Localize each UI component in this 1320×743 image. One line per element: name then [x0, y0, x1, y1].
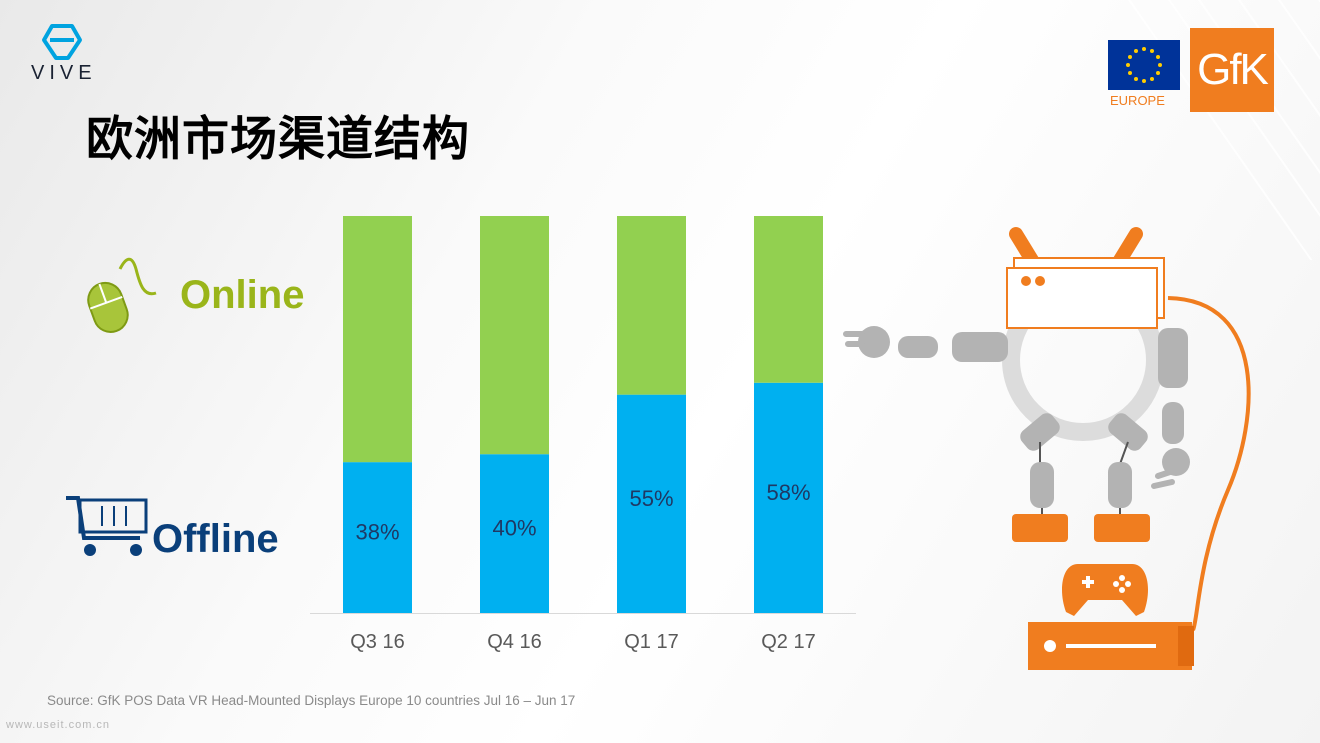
x-tick-label-4: Q2 17: [761, 631, 815, 653]
mouse-icon: [87, 257, 157, 333]
watermark: www.useit.com.cn: [6, 719, 111, 731]
bar-online-3: [617, 216, 686, 395]
data-label-offline-4: 58%: [766, 480, 810, 505]
vive-logo-icon: [42, 24, 82, 60]
data-label-offline-2: 40%: [492, 516, 536, 541]
bar-offline-1: [343, 462, 412, 613]
shopping-cart-icon: [66, 496, 148, 556]
legend-online-label: Online: [180, 273, 305, 317]
bar-offline-3: [617, 394, 686, 613]
bar-online-1: [343, 216, 412, 463]
bar-offline-4: [754, 382, 823, 613]
source-note: Source: GfK POS Data VR Head-Mounted Dis…: [47, 693, 576, 708]
robot-illustration: [843, 227, 1251, 670]
legend-offline-label: Offline: [152, 517, 279, 561]
vive-wordmark: VIVE: [31, 62, 97, 84]
page-title: 欧洲市场渠道结构: [86, 112, 470, 167]
x-tick-label-3: Q1 17: [624, 631, 678, 653]
x-tick-label-2: Q4 16: [487, 631, 541, 653]
eu-flag-icon: [1108, 40, 1180, 90]
gfk-logo: GfK: [1190, 28, 1274, 112]
data-label-offline-3: 55%: [629, 486, 673, 511]
x-tick-label-1: Q3 16: [350, 631, 404, 653]
bar-online-4: [754, 216, 823, 383]
bar-offline-2: [480, 454, 549, 613]
bar-online-2: [480, 216, 549, 455]
eu-label: EUROPE: [1110, 93, 1165, 108]
data-label-offline-1: 38%: [355, 520, 399, 545]
